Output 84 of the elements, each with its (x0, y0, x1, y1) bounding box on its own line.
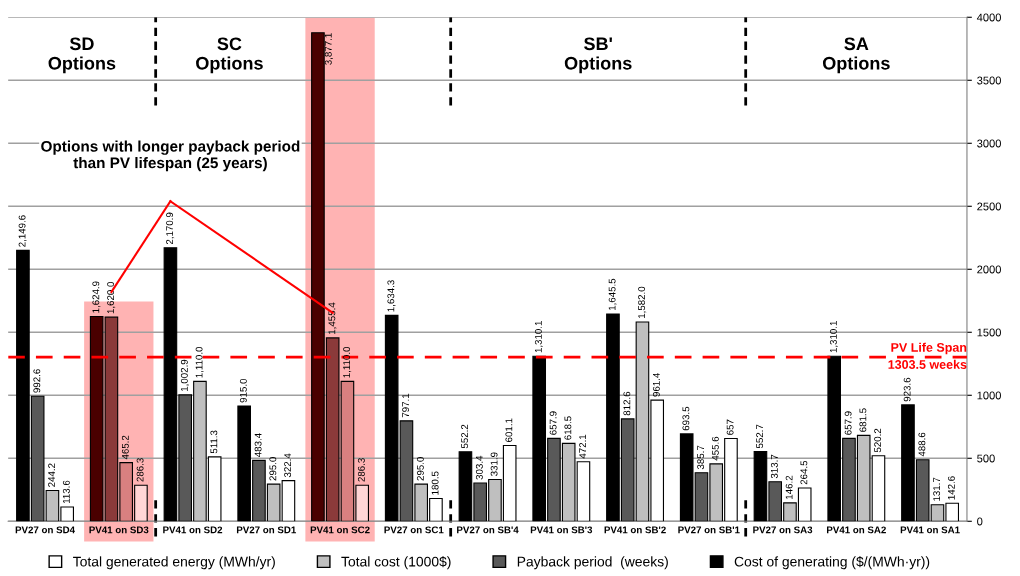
data-label: 146.2 (785, 475, 793, 499)
data-label: 472.1 (579, 434, 586, 459)
data-label: 1,310.1 (534, 321, 543, 353)
annotation: Options with longer payback period than PV lifespan (25 years) (41, 140, 300, 172)
data-label: 1,002.9 (180, 359, 189, 392)
y-tick-label: 2000 (977, 265, 1001, 274)
data-label: 322.4 (284, 453, 292, 478)
data-label: 295.0 (416, 457, 424, 481)
x-tick-label: PV41 on SC2 (310, 526, 370, 534)
annotation: SB' Options (564, 37, 632, 74)
data-label: 923.6 (903, 377, 911, 402)
data-label: 520.2 (874, 428, 882, 453)
data-label: 511.3 (210, 430, 218, 454)
legend-label: Cost of generating ($/(MWh·yr)) (734, 556, 930, 570)
y-tick-label: 3000 (977, 139, 1001, 148)
data-label: 552.7 (756, 424, 764, 449)
legend-label: Payback period (weeks) (517, 556, 668, 570)
data-label: 180.5 (431, 471, 439, 495)
data-label: 142.6 (947, 476, 955, 500)
data-label: 455.6 (711, 436, 719, 461)
annotation: SC Options (196, 37, 263, 74)
data-label: 915.0 (239, 378, 247, 403)
data-label: 693.5 (682, 406, 690, 431)
y-tick-label: 1000 (977, 391, 1001, 400)
data-label: 331.9 (490, 452, 498, 476)
data-label: 812.6 (623, 391, 631, 416)
data-label: 657.9 (549, 411, 557, 435)
y-tick-label: 4000 (976, 13, 1001, 22)
legend-label: Total cost (1000$) (341, 556, 451, 570)
data-label: 2,170.9 (166, 212, 175, 245)
data-label: 264.5 (800, 460, 808, 485)
y-tick-label: 2500 (977, 202, 1001, 211)
data-label: 1,310.1 (829, 321, 838, 353)
data-label: 618.5 (564, 416, 572, 440)
data-label: 992.6 (33, 369, 41, 393)
data-label: 1,582.0 (638, 286, 647, 319)
x-tick-label: PV27 on SB'4 (457, 526, 519, 534)
x-tick-label: PV41 on SA2 (826, 526, 886, 534)
data-label: 385.7 (697, 445, 705, 470)
data-label: 488.6 (918, 432, 926, 457)
y-tick-label: 500 (977, 454, 995, 463)
data-label: 1,110.0 (343, 346, 352, 378)
y-tick-label: 1500 (977, 328, 1001, 337)
x-tick-label: PV41 on SD2 (163, 526, 223, 534)
y-tick-label: 3500 (977, 76, 1001, 85)
x-tick-label: PV27 on SC1 (384, 526, 444, 534)
data-label: 797.1 (402, 393, 410, 418)
data-label: 131.7 (933, 477, 941, 501)
data-label: 1,634.3 (387, 280, 396, 312)
x-tick-label: PV27 on SD4 (15, 526, 75, 534)
x-tick-label: PV27 on SD1 (236, 526, 297, 534)
annotation: SA Options (822, 37, 890, 74)
data-label: 961.4 (652, 372, 660, 397)
data-label: 1,645.5 (608, 278, 617, 311)
data-label: 113.6 (62, 480, 70, 504)
data-label: 313.7 (770, 454, 778, 479)
x-tick-label: PV41 on SB'3 (530, 526, 593, 534)
data-label: 1,455.4 (328, 302, 337, 335)
data-label: 2,149.6 (18, 215, 27, 247)
data-label: 657 (726, 419, 734, 435)
data-label: 1,110.0 (195, 346, 204, 378)
data-label: 657.9 (844, 411, 852, 435)
data-label: 465.2 (121, 435, 129, 460)
y-tick-label: 0 (977, 517, 983, 526)
x-tick-label: PV41 on SB'2 (604, 526, 666, 534)
annotation: SD Options (48, 37, 116, 74)
data-label: 286.3 (136, 458, 144, 482)
data-label: 1,624.9 (92, 281, 101, 313)
data-label: 244.2 (48, 463, 55, 487)
data-label: 601.1 (505, 418, 513, 442)
data-label: 681.5 (859, 408, 867, 432)
x-tick-label: PV27 on SA3 (753, 526, 813, 534)
data-label: 295.0 (269, 457, 277, 481)
x-tick-label: PV27 on SB'1 (678, 526, 740, 534)
data-label: 3,877.1 (324, 33, 333, 65)
data-label: 552.2 (461, 424, 469, 449)
ref-line-label: PV Life Span 1303.5 weeks (888, 342, 967, 369)
data-label: 483.4 (254, 433, 262, 457)
data-label: 1,620.0 (107, 281, 116, 314)
x-tick-label: PV41 on SA1 (900, 526, 960, 534)
x-tick-label: PV41 on SD3 (89, 526, 149, 534)
legend-label: Total generated energy (MWh/yr) (73, 556, 275, 570)
data-label: 303.4 (475, 455, 483, 480)
data-label: 286.3 (357, 458, 365, 482)
